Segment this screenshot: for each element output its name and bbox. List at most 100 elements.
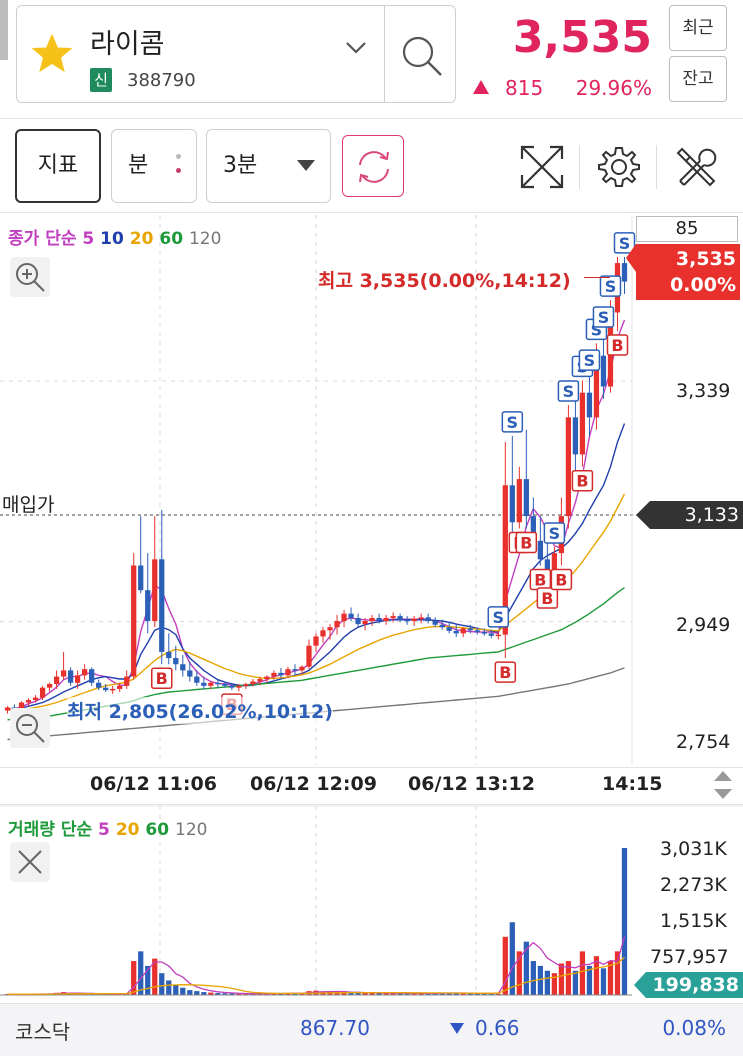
candle-body [495,634,501,637]
volume-bar [138,951,144,995]
volume-legend-ma-120: 120 [175,820,208,840]
period-select[interactable]: 3분 [206,129,331,203]
close-icon[interactable] [10,842,50,882]
search-button[interactable] [384,5,456,103]
minute-interval-button[interactable]: 분 [111,129,197,203]
volume-bar [180,987,186,995]
volume-bar [446,992,452,995]
buy-signal: B [606,334,629,356]
volume-bar [551,973,558,995]
left-edge-bar [0,0,8,60]
signal-badge [151,667,173,689]
indicator-button[interactable]: 지표 [15,129,101,203]
candle-body [194,676,200,683]
volume-legend-prefix: 거래량 단순 [8,820,93,840]
zoom-out-icon[interactable] [10,708,50,748]
volume-bar [572,970,579,995]
candlestick [250,679,256,687]
volume-bar [586,965,593,995]
market-index-bar[interactable] [0,1003,743,1056]
candle-body [446,627,452,631]
price-chart[interactable]: BBBBBBBBBBSSSSSSSSSS [0,213,743,1003]
signal-badge [557,380,580,402]
candlestick [495,630,501,640]
candle-body [397,616,403,620]
buy-signal: B [529,568,552,591]
balance-button[interactable]: 잔고 [669,56,727,102]
candle-body [257,679,263,682]
refresh-button[interactable] [342,135,404,197]
chevron-down-icon[interactable] [342,34,370,62]
volume-legend-ma-20: 20 [115,820,140,840]
candle-body [418,617,424,619]
candlestick [523,429,529,529]
price-legend: 종가 단순 5 10 20 60 120 [8,224,221,249]
recent-button[interactable]: 최근 [669,5,727,51]
buy-price-tag-value: 3,133 [684,504,739,526]
sell-signal: S [543,522,566,544]
candle-body [523,479,529,517]
sell-signal: S [501,411,524,433]
sell-signal: S [592,306,615,328]
candlestick [579,380,586,467]
candle-body [383,617,389,622]
candle-body [32,697,39,701]
candle-body [124,676,130,686]
scroll-updown-icon[interactable] [712,769,734,801]
legend-ma-20: 20 [129,229,154,249]
candlestick [327,624,333,640]
gear-icon[interactable] [597,145,641,189]
candle-body [89,669,95,683]
candlestick [187,661,193,682]
candlestick [215,679,221,688]
y-tick-label: 2,754 [676,731,731,753]
signal-badge [487,606,510,628]
chart-gridlines [0,215,743,995]
volume-bar [215,993,221,995]
candle-body [208,682,214,686]
candle-body [334,621,340,628]
top-value-box: 85 [636,216,738,242]
volume-y-tick: 757,957 [650,946,729,968]
candle-body [530,516,536,541]
candle-body [621,263,628,282]
signal-badge [578,349,601,371]
fullscreen-icon[interactable] [518,143,566,191]
candle-body [460,628,466,634]
candlestick [383,614,389,625]
legend-ma-120: 120 [188,229,222,249]
volume-bar [474,993,480,995]
current-price: 3,535 [512,12,652,63]
volume-bar [565,961,572,995]
volume-bar [292,993,298,995]
volume-ma20-line [7,956,625,995]
candle-body [222,683,228,686]
candlestick [82,664,88,680]
high-price-note: 최고 3,535(0.00%,14:12) [318,270,571,292]
favorite-star-icon[interactable] [30,32,74,76]
candlestick [74,670,81,689]
volume-bar [467,993,473,995]
candlestick [446,622,452,634]
volume-bar [495,993,501,995]
candle-body [390,616,396,618]
candlestick [110,685,116,694]
tools-icon[interactable] [674,143,720,189]
buy-signal: B [151,667,173,689]
volume-bar [250,993,256,995]
signal-letter: B [541,589,553,608]
stock-name: 라이콤 [90,29,165,60]
x-tick-label: 06/12 13:12 [408,773,535,795]
candlestick [565,405,572,529]
x-axis [0,767,743,805]
candle-body [579,392,586,455]
stock-selector[interactable] [16,5,456,103]
period-value: 3분 [223,153,258,178]
signal-badge [571,469,594,492]
candle-body [180,664,186,671]
volume-bar [460,993,466,995]
zoom-in-icon[interactable] [10,257,50,297]
candle-body [313,636,319,646]
candlestick [285,666,291,678]
volume-bar [145,965,151,995]
